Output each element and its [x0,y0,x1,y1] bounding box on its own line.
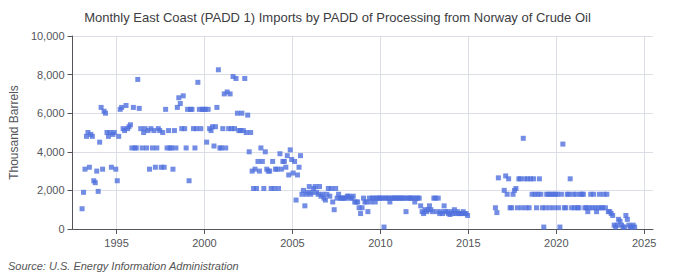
svg-text:10,000: 10,000 [31,30,65,42]
svg-text:2020: 2020 [544,237,568,249]
svg-text:1995: 1995 [104,237,128,249]
svg-text:Thousand Barrels: Thousand Barrels [7,85,21,180]
svg-text:2010: 2010 [368,237,392,249]
svg-text:8,000: 8,000 [37,69,65,81]
svg-text:6,000: 6,000 [37,107,65,119]
svg-text:2005: 2005 [280,237,304,249]
svg-text:2000: 2000 [192,237,216,249]
svg-text:2025: 2025 [632,237,656,249]
svg-text:2015: 2015 [456,237,480,249]
svg-text:Monthly East Coast (PADD 1) Im: Monthly East Coast (PADD 1) Imports by P… [84,10,591,25]
svg-text:2,000: 2,000 [37,184,65,196]
svg-text:4,000: 4,000 [37,146,65,158]
svg-text:Source: U.S. Energy Informatio: Source: U.S. Energy Information Administ… [8,260,239,272]
svg-text:0: 0 [58,223,64,235]
